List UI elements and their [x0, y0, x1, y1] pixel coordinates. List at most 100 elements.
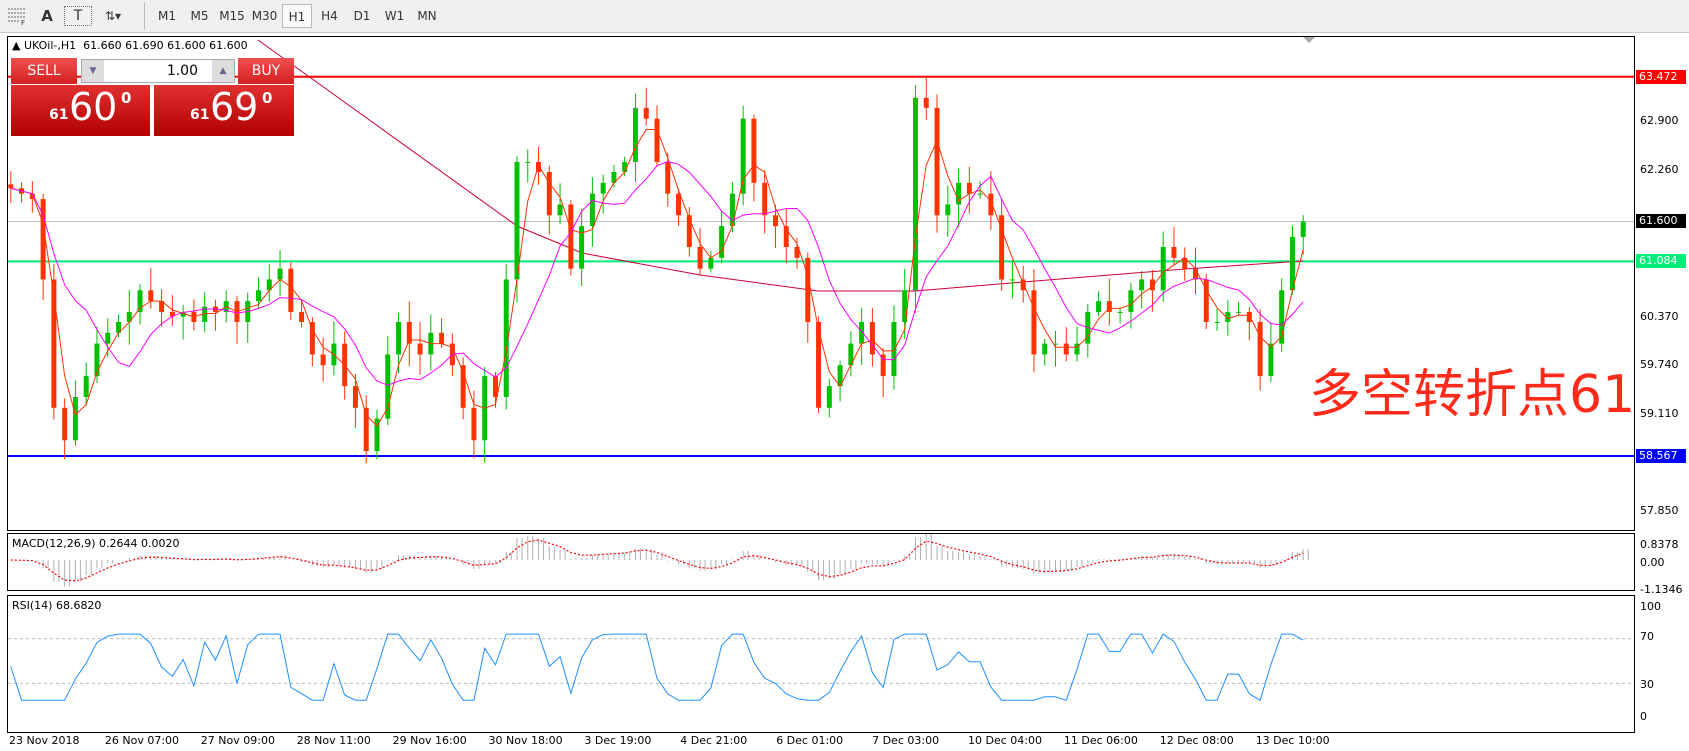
sell-price-main: 60 — [69, 85, 118, 129]
candle-body — [29, 193, 35, 200]
timeframe-w1[interactable]: W1 — [384, 9, 405, 23]
candle-body — [159, 301, 165, 312]
rsi-tick: 30 — [1640, 678, 1654, 691]
macd-tick: -1.1346 — [1640, 583, 1683, 596]
lot-size-field[interactable]: ▼ 1.00 ▲ — [81, 59, 235, 83]
candle-body — [546, 172, 552, 216]
candle-body — [116, 321, 121, 333]
timeframe-h4[interactable]: H4 — [321, 9, 338, 23]
candle-body — [309, 321, 315, 355]
candle-body — [686, 215, 692, 247]
chart-header: ▲ UKOil-,H1 61.660 61.690 61.600 61.600 — [12, 39, 248, 52]
candle-body — [1009, 279, 1015, 281]
candle-body — [923, 97, 929, 108]
candle-body — [1268, 343, 1274, 377]
candle-body — [406, 321, 412, 344]
time-tick: 29 Nov 16:00 — [392, 734, 467, 747]
timeframe-m5[interactable]: M5 — [190, 9, 209, 23]
candle-body — [891, 321, 897, 377]
timeframe-m30[interactable]: M30 — [251, 9, 278, 23]
buy-price[interactable]: 61 69 0 — [154, 85, 294, 136]
candle-body — [676, 193, 682, 216]
rsi-line — [10, 633, 1304, 701]
rsi-panel[interactable] — [7, 595, 1635, 733]
time-tick: 4 Dec 21:00 — [680, 734, 748, 747]
macd-panel[interactable] — [7, 533, 1635, 591]
text-icon[interactable]: A — [41, 7, 53, 25]
price-tick: 57.850 — [1640, 504, 1679, 518]
candle-body — [1106, 301, 1112, 312]
candle-body — [72, 396, 78, 441]
candle-body — [665, 161, 671, 194]
candle-body — [514, 161, 520, 280]
candle-body — [503, 279, 509, 397]
timeframe-m15[interactable]: M15 — [219, 9, 245, 23]
rsi-tick: 100 — [1640, 600, 1661, 613]
macd-title: MACD(12,26,9) 0.2644 0.0020 — [12, 537, 180, 550]
timeframe-d1[interactable]: D1 — [353, 9, 371, 23]
candle-body — [999, 215, 1005, 280]
sell-button[interactable]: SELL — [11, 58, 77, 84]
candle-body — [643, 107, 649, 119]
one-click-trading-panel: SELL ▼ 1.00 ▲ BUY 61 60 0 61 69 0 — [11, 58, 294, 136]
candle-body — [805, 257, 811, 322]
timeframe-mn[interactable]: MN — [417, 9, 437, 23]
price-tag-current: 61.600 — [1636, 214, 1686, 229]
candle-body — [1128, 290, 1134, 312]
rsi-tick: 0 — [1640, 710, 1647, 723]
main-chart-panel[interactable] — [7, 36, 1635, 531]
candle-body — [611, 172, 617, 183]
candle-body — [1149, 279, 1155, 291]
fibonacci-grid-icon[interactable]: F — [4, 4, 30, 28]
lot-decrease-icon[interactable]: ▼ — [82, 60, 104, 82]
candle-body — [417, 343, 423, 355]
time-tick: 7 Dec 03:00 — [872, 734, 940, 747]
candle-body — [1052, 343, 1058, 345]
timeframe-h1[interactable]: H1 — [282, 4, 312, 28]
buy-price-fraction: 0 — [262, 89, 273, 107]
candle-body — [945, 204, 951, 216]
candle-body — [1289, 236, 1295, 291]
candle-body — [988, 193, 994, 216]
candle-body — [202, 306, 208, 322]
candle-body — [762, 182, 768, 216]
candle-body — [697, 246, 703, 269]
candle-body — [1074, 343, 1080, 355]
price-tick: 62.900 — [1640, 114, 1679, 127]
price-tag-resistance: 63.472 — [1636, 69, 1686, 84]
time-tick: 13 Dec 10:00 — [1255, 734, 1330, 747]
toolbar-separator — [144, 2, 145, 30]
macd-signal-line — [10, 539, 1304, 582]
price-tick: 60.370 — [1640, 309, 1679, 323]
candle-body — [94, 343, 100, 377]
candle-body — [385, 354, 391, 419]
lot-value[interactable]: 1.00 — [166, 63, 198, 79]
candle-body — [525, 161, 531, 163]
lot-increase-icon[interactable]: ▲ — [212, 60, 234, 82]
candle-body — [794, 246, 800, 258]
candle-body — [1203, 279, 1209, 322]
candle-body — [654, 118, 660, 162]
arrows-dropdown-icon[interactable]: ⇅▾ — [104, 9, 122, 23]
candle-body — [352, 386, 358, 408]
candle-body — [169, 311, 175, 317]
candle-body — [1257, 321, 1263, 377]
time-tick: 11 Dec 06:00 — [1063, 734, 1138, 747]
candle-body — [1279, 290, 1285, 344]
candle-body — [8, 184, 14, 189]
candle-body — [1246, 311, 1252, 322]
candle-body — [751, 118, 757, 183]
rsi-title: RSI(14) 68.6820 — [12, 599, 102, 612]
moving-average-fast — [10, 129, 1304, 427]
collapse-triangle-icon[interactable]: ▲ — [12, 39, 21, 52]
time-tick: 6 Dec 01:00 — [776, 734, 844, 747]
candle-body — [288, 268, 294, 312]
candle-body — [1160, 246, 1166, 291]
buy-button[interactable]: BUY — [238, 58, 294, 84]
price-tag-pivot: 61.084 — [1636, 254, 1686, 269]
text-label-icon[interactable]: T — [64, 6, 92, 26]
timeframe-m1[interactable]: M1 — [158, 9, 176, 23]
macd-tick: 0.00 — [1640, 556, 1665, 569]
sell-price[interactable]: 61 60 0 — [11, 85, 150, 136]
